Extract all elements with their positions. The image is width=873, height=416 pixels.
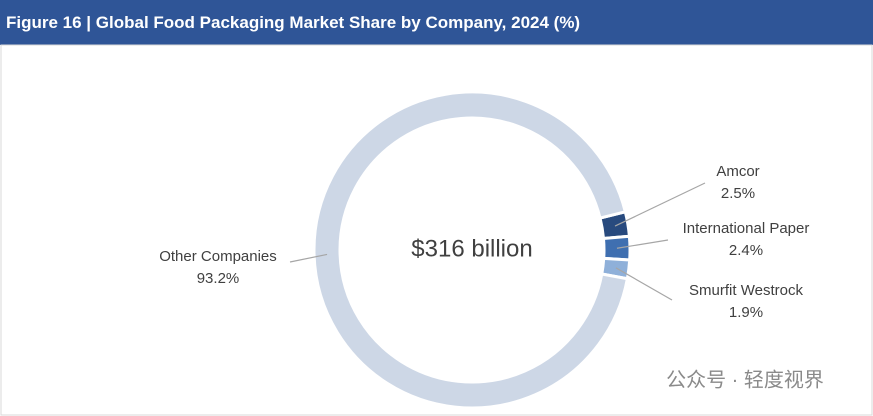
slice-label: International Paper [683,220,810,237]
leader-line [616,239,669,249]
slice-value-label: 2.4% [729,242,763,259]
leader-line [614,182,706,227]
leader-line [289,253,328,263]
slice-label: Other Companies [159,248,277,265]
slice-label: Smurfit Westrock [689,282,803,299]
slice-value-label: 93.2% [197,270,240,287]
slice-label: Amcor [716,163,759,180]
donut-slice [601,234,632,262]
slice-value-label: 1.9% [729,304,763,321]
chart-border [0,44,873,416]
donut-slice [312,90,630,410]
center-label: $316 billion [411,235,532,262]
slice-value-label: 2.5% [721,185,755,202]
watermark: 公众号 · 轻度视界 [666,368,824,391]
leader-line [615,267,673,301]
chart-title: Figure 16 | Global Food Packaging Market… [0,0,873,45]
